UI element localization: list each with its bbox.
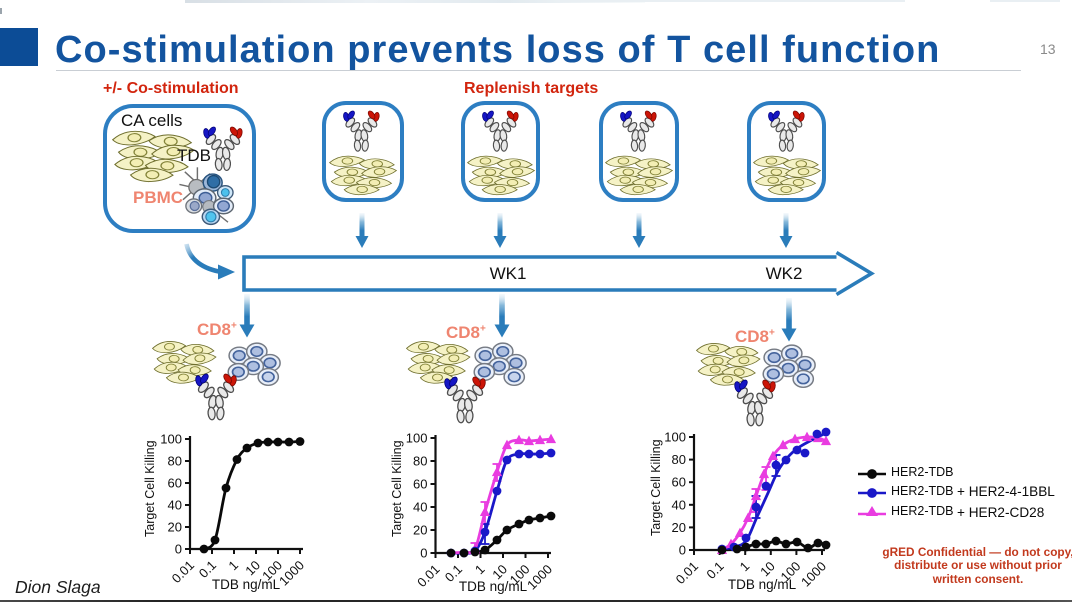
svg-text:40: 40: [168, 498, 182, 513]
svg-text:20: 20: [168, 520, 182, 535]
svg-text:40: 40: [672, 497, 686, 512]
svg-text:1000: 1000: [276, 558, 307, 589]
svg-text:1: 1: [225, 558, 241, 574]
svg-text:40: 40: [413, 500, 427, 515]
svg-text:100: 100: [160, 432, 182, 447]
svg-text:0.01: 0.01: [673, 559, 702, 588]
svg-text:0.01: 0.01: [169, 558, 198, 587]
svg-text:60: 60: [413, 477, 427, 492]
svg-text:TDB ng/mL: TDB ng/mL: [459, 579, 528, 594]
svg-text:80: 80: [413, 454, 427, 469]
svg-text:0: 0: [420, 546, 427, 561]
svg-text:Target Cell Killing: Target Cell Killing: [143, 440, 157, 537]
svg-text:100: 100: [406, 431, 428, 446]
svg-text:0: 0: [679, 543, 686, 558]
svg-text:0: 0: [175, 542, 182, 557]
svg-text:60: 60: [672, 475, 686, 490]
svg-text:TDB ng/mL: TDB ng/mL: [212, 577, 281, 592]
svg-text:80: 80: [672, 452, 686, 467]
svg-text:1: 1: [472, 562, 488, 578]
svg-text:WK1: WK1: [490, 264, 527, 283]
svg-text:100: 100: [664, 430, 686, 445]
svg-text:10: 10: [242, 558, 263, 579]
svg-text:Target Cell Killing: Target Cell Killing: [390, 440, 404, 537]
svg-text:1000: 1000: [524, 562, 555, 593]
svg-text:1000: 1000: [798, 559, 829, 590]
svg-text:20: 20: [672, 520, 686, 535]
svg-text:TDB ng/mL: TDB ng/mL: [728, 577, 797, 592]
svg-text:80: 80: [168, 454, 182, 469]
svg-text:Target Cell Killing: Target Cell Killing: [649, 439, 663, 536]
svg-text:20: 20: [413, 523, 427, 538]
svg-text:60: 60: [168, 476, 182, 491]
svg-text:WK2: WK2: [766, 264, 803, 283]
svg-text:1: 1: [737, 559, 753, 575]
svg-text:0.01: 0.01: [414, 562, 443, 591]
svg-text:0.1: 0.1: [703, 559, 726, 582]
